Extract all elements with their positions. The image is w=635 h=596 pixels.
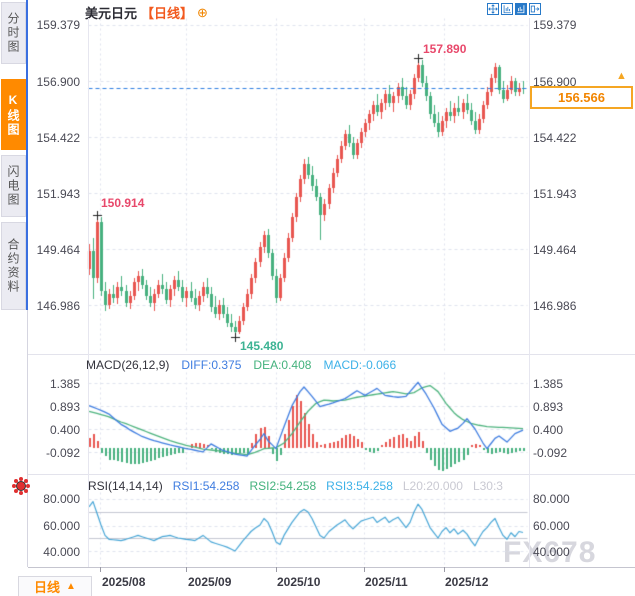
rsi-l30-readout: L30:3 [472,479,503,493]
rsi-axis-label: 60.000 [533,519,570,533]
macd-header: MACD(26,12,9) DIFF:0.375 DEA:0.408 MACD:… [86,358,396,372]
x-axis-tick [186,567,187,572]
macd-axis-label: 0.400 [533,423,564,437]
x-axis-tick [100,567,101,572]
price-axis-label: 149.464 [533,243,577,257]
axis-separator [28,567,635,568]
macd-axis-label: 1.385 [533,377,564,391]
price-axis-label: 159.379 [36,18,80,32]
x-axis-tick [364,567,365,572]
last-price-box: 156.566 [530,86,633,109]
x-axis-label: 2025/12 [445,575,489,589]
circle-plus-icon[interactable]: ⊕ [197,4,208,20]
rsi-header: RSI(14,14,14) RSI1:54.258 RSI2:54.258 RS… [88,479,503,493]
annotation-peak-high: 157.890 [423,42,467,56]
rsi-title: RSI(14,14,14) [88,479,163,493]
macd-diff-readout: DIFF:0.375 [181,358,242,372]
left-scale-icon[interactable] [501,3,513,15]
x-axis-tick [444,567,445,572]
sun-alert-icon[interactable] [16,481,26,491]
price-up-arrow-icon: ▲ [616,70,627,82]
crosshair-icon[interactable] [487,3,499,15]
macd-axis-label: 1.385 [49,377,80,391]
macd-axis-label: -0.092 [533,446,568,460]
sidebar-tab-candle-chart[interactable]: K线图 [1,79,26,150]
annotation-low: 145.480 [240,339,284,353]
period-selector-button[interactable]: 日线 ▲ [18,576,92,596]
period-button-label: 日线 [34,580,61,595]
annotation-early-high: 150.914 [101,196,145,210]
chart-title-row: 美元日元 【日线】 ⊕ [85,3,208,22]
rsi-axis-label: 40.000 [533,545,570,559]
chevron-up-icon: ▲ [66,581,76,592]
macd-axis-label: -0.092 [45,446,80,460]
price-axis-label: 146.986 [36,299,80,313]
rsi-axis-label: 40.000 [43,545,80,559]
price-axis-label: 151.943 [533,187,577,201]
rsi1-readout: RSI1:54.258 [172,479,240,493]
panel-separator [28,474,635,475]
panel-separator [28,354,635,355]
x-axis-label: 2025/10 [277,575,321,589]
price-axis-label: 156.900 [36,75,80,89]
macd-axis-label: 0.893 [533,400,564,414]
right-scale-icon[interactable] [515,3,527,15]
price-axis-label: 146.986 [533,299,577,313]
sidebar-tab-contract-info[interactable]: 合约资料 [1,222,26,310]
price-axis-label: 156.900 [533,75,577,89]
price-axis-label: 154.422 [36,131,80,145]
rsi-axis-label: 80.000 [533,492,570,506]
symbol-title: 美元日元 [85,6,138,21]
sidebar-accent-line [26,0,28,310]
price-axis-label: 151.943 [36,187,80,201]
rsi2-readout: RSI2:54.258 [249,479,317,493]
rsi-axis-label: 80.000 [43,492,80,506]
price-axis-label: 149.464 [36,243,80,257]
x-axis-label: 2025/09 [188,575,232,589]
collapse-panel-icon[interactable] [529,3,541,15]
rsi-l20-readout: L20:20.000 [402,479,463,493]
x-axis-label: 2025/08 [102,575,146,589]
macd-axis-label: 0.893 [49,400,80,414]
period-tag: 【日线】 [141,6,194,21]
plot-right-border [529,18,530,567]
x-axis-tick [276,567,277,572]
plot-left-border [88,18,89,567]
sidebar-tab-time-chart[interactable]: 分时图 [1,2,26,64]
x-axis-label: 2025/11 [365,575,408,589]
rsi-axis-label: 60.000 [43,519,80,533]
price-axis-label: 154.422 [533,131,577,145]
macd-axis-label: 0.400 [49,423,80,437]
macd-title: MACD(26,12,9) [86,358,170,372]
macd-value-readout: MACD:-0.066 [323,358,397,372]
sidebar-tab-lightning-chart[interactable]: 闪电图 [1,155,26,217]
rsi3-readout: RSI3:54.258 [326,479,393,493]
price-axis-label: 159.379 [533,18,577,32]
macd-dea-readout: DEA:0.408 [253,358,312,372]
sidebar-border [27,310,28,567]
